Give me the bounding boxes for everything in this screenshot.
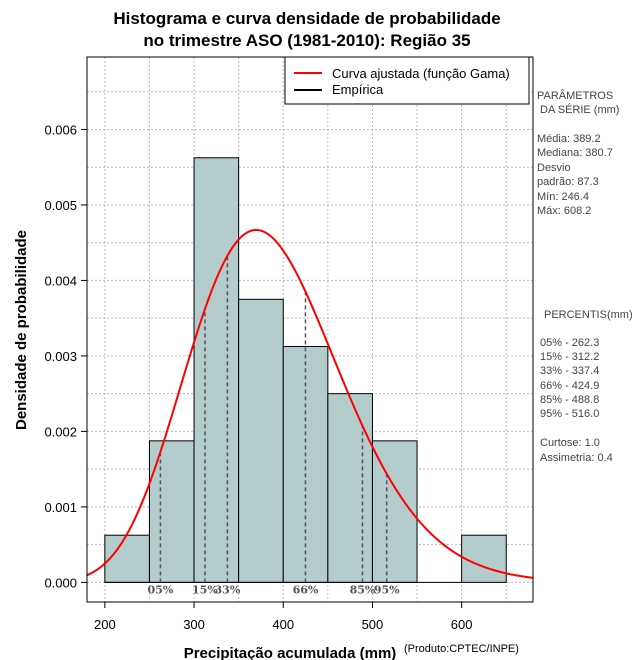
y-axis-label: Densidade de probabilidade: [13, 230, 30, 430]
histogram-bar: [238, 298, 284, 583]
x-tick-label: 400: [272, 617, 294, 632]
histogram-bar: [104, 534, 150, 583]
percentis-title: PERCENTIS(mm): [544, 309, 633, 321]
percentis-line: 33% - 337.4: [540, 365, 599, 377]
legend-entry-curve: Curva ajustada (função Gama): [332, 66, 510, 81]
y-tick-label: 0.005: [44, 198, 77, 213]
percentis-line: 66% - 424.9: [540, 380, 599, 392]
percentile-label: 95%: [374, 583, 400, 596]
legend-entry-empirica: Empírica: [332, 82, 384, 97]
x-tick-label: 300: [183, 617, 205, 632]
histogram-bar: [327, 393, 373, 583]
legend: Curva ajustada (função Gama) Empírica: [284, 56, 530, 105]
param-line: Mediana: 380.7: [537, 147, 613, 159]
percentis-line: 85% - 488.8: [540, 394, 599, 406]
legend-box: [284, 56, 530, 105]
param-line: Mín: 246.4: [537, 191, 589, 203]
y-tick-label: 0.006: [44, 122, 77, 137]
param-line: Média: 389.2: [537, 133, 601, 145]
params-title-line-1: PARÂMETROS: [537, 89, 613, 102]
percentis-line: 15% - 312.2: [540, 351, 599, 363]
percentile-lines: [159, 255, 388, 583]
axes: 200 300 400 500 600 0.000 0.001 0.002 0.003 0.004…: [44, 122, 472, 632]
x-tick-label: 200: [94, 617, 116, 632]
param-line: padrão: 87.3: [537, 176, 599, 188]
param-line: Desvio: [537, 162, 571, 174]
y-tick-label: 0.001: [44, 500, 77, 515]
params-title-line-2: DA SÉRIE (mm): [540, 103, 619, 116]
percentile-label: 66%: [293, 583, 319, 596]
chart-title-line-1: Histograma e curva densidade de probabil…: [113, 9, 500, 28]
percentile-label: 85%: [350, 583, 376, 596]
x-tick-label: 600: [451, 617, 473, 632]
assimetria-line: Assimetria: 0.4: [540, 452, 613, 464]
percentile-label: 15%: [192, 583, 218, 596]
x-axis-label: Precipitação acumulada (mm): [184, 645, 397, 660]
fitted-gamma-curve: [86, 228, 534, 579]
curtose-line: Curtose: 1.0: [540, 437, 600, 449]
y-tick-label: 0.003: [44, 349, 77, 364]
x-tick-label: 500: [362, 617, 384, 632]
credit-label: (Produto:CPTEC/INPE): [404, 643, 519, 655]
histogram-bar: [461, 534, 507, 583]
y-tick-label: 0.004: [44, 273, 77, 288]
fitted-curve-layer: [86, 228, 534, 579]
percentile-labels: 05% 15%33% 66% 85%95%: [148, 583, 401, 596]
percentile-label: 33%: [215, 583, 241, 596]
percentis-line: 95% - 516.0: [540, 408, 599, 420]
param-line: Máx: 608.2: [537, 205, 591, 217]
y-tick-label: 0.002: [44, 424, 77, 439]
series-parameters-panel: PARÂMETROS DA SÉRIE (mm) Média: 389.2 Me…: [537, 89, 633, 464]
histogram-bar: [193, 157, 240, 583]
percentis-line: 05% - 262.3: [540, 337, 599, 349]
y-tick-label: 0.000: [44, 575, 77, 590]
percentile-label: 05%: [148, 583, 174, 596]
chart-title-line-2: no trimestre ASO (1981-2010): Região 35: [143, 31, 470, 50]
